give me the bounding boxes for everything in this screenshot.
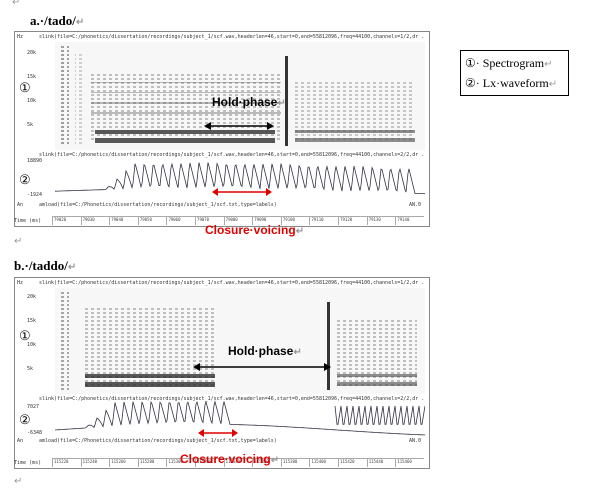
time-tick: 79110 — [309, 217, 338, 225]
time-tick: 115260 — [109, 459, 138, 467]
lx-marker: ② — [19, 412, 31, 427]
lx-top-value: 18890 — [27, 158, 43, 164]
time-tick: 115460 — [395, 459, 424, 467]
closure-voicing-arrow — [198, 429, 238, 437]
spectrogram-image — [55, 42, 425, 150]
time-tick: 115280 — [137, 459, 167, 467]
legend-row-spectrogram: ①· Spectrogram↵ — [465, 56, 552, 71]
time-tick: 115320 — [195, 459, 224, 467]
annotation-right: AN.0 — [409, 202, 422, 208]
spec-y-unit: Hz — [17, 280, 24, 286]
figure-b-title-text: b.·/taddo/ — [14, 258, 68, 273]
time-tick: 115240 — [80, 459, 110, 467]
closure-voicing-arrow — [212, 188, 272, 196]
figure-b-panel: Hz slink(file=C:/phonetics/dissertation/… — [14, 277, 430, 469]
time-tick: 115300 — [166, 459, 195, 467]
time-tick: 115400 — [309, 459, 338, 467]
time-tick: 79020 — [52, 217, 81, 225]
time-tick: 115380 — [280, 459, 310, 467]
lx-bottom-value: -6348 — [27, 430, 43, 436]
time-tick: 115420 — [338, 459, 367, 467]
y-tick: 5k — [27, 366, 34, 372]
paragraph-mark: ↵ — [67, 262, 77, 273]
annotation-right: AN.0 — [409, 438, 422, 444]
paragraph-mark: ↵ — [293, 347, 302, 358]
legend-marker: ① — [465, 56, 476, 70]
lx-header: slink(file=C:/phonetics/dissertation/rec… — [39, 396, 425, 402]
paragraph-mark: ↵ — [548, 79, 558, 90]
time-tick: 79090 — [252, 217, 281, 225]
time-tick: 79070 — [195, 217, 224, 225]
time-tick: 79140 — [395, 217, 424, 225]
time-tick: 115360 — [252, 459, 281, 467]
legend-text: · Spectrogram — [475, 56, 545, 70]
figure-a-title-text: a.·/tado/ — [30, 13, 76, 28]
spec-y-unit: Hz — [17, 34, 24, 40]
y-tick: 15k — [27, 74, 37, 80]
time-tick: 115220 — [52, 459, 81, 467]
y-tick: 5k — [27, 122, 34, 128]
closure-voicing-text: Closure·voicing — [180, 452, 271, 466]
annotation-header: amload(file=C:/Phonetics/dissertation/re… — [39, 438, 277, 444]
paragraph-mark: ↵ — [14, 236, 23, 247]
figure-a-title: a.·/tado/↵ — [30, 13, 84, 29]
figure-b-title: b.·/taddo/↵ — [14, 258, 76, 274]
lx-marker: ② — [19, 172, 31, 187]
time-tick: 79060 — [166, 217, 195, 225]
time-tick: 115340 — [223, 459, 253, 467]
time-axis-ticks: 79020 79030 79040 79050 79060 79070 79080 79090… — [52, 216, 424, 225]
lx-waveform — [55, 162, 425, 195]
paragraph-mark: ↵ — [14, 476, 23, 487]
legend-text: · Lx·waveform — [475, 76, 549, 90]
hold-phase-arrow — [193, 363, 331, 371]
time-axis-ticks: 115220 115240 115260 115280 115300 115320 1153… — [52, 458, 424, 467]
spec-header: slink(file=C:/phonetics/dissertation/rec… — [39, 34, 425, 40]
lx-top-value: 7027 — [27, 404, 40, 410]
paragraph-mark: ↵ — [12, 0, 21, 8]
spec-header: slink(file=C:/phonetics/dissertation/rec… — [39, 280, 425, 286]
spectrogram-image — [55, 288, 425, 394]
paragraph-mark: ↵ — [277, 98, 286, 109]
paragraph-mark: ↵ — [544, 59, 553, 70]
lx-header: slink(file=C:/phonetics/dissertation/rec… — [39, 152, 425, 158]
legend-marker: ② — [465, 76, 476, 90]
y-tick: 20k — [27, 50, 37, 56]
spectrogram-marker: ① — [19, 328, 31, 343]
y-tick: 10k — [27, 98, 37, 104]
closure-voicing-text: Closure·voicing — [205, 223, 296, 237]
annotation-header: amload(file=C:/Phonetics/dissertation/re… — [39, 202, 277, 208]
time-axis-label: Time (ms) — [14, 218, 42, 224]
time-tick: 79100 — [280, 217, 310, 225]
spectrogram-marker: ① — [19, 80, 31, 95]
y-tick: 15k — [27, 318, 37, 324]
legend-row-lx: ②· Lx·waveform↵ — [465, 76, 557, 91]
paragraph-mark: ↵ — [75, 17, 85, 28]
annotation-row-label: An — [17, 202, 24, 208]
time-tick: 79040 — [109, 217, 138, 225]
time-axis-label: Time (ms) — [14, 460, 42, 466]
annotation-row-label: An — [17, 438, 24, 444]
time-tick: 79050 — [137, 217, 167, 225]
time-tick: 79080 — [223, 217, 253, 225]
y-tick: 20k — [27, 294, 37, 300]
hold-phase-arrow — [204, 122, 274, 130]
time-tick: 79030 — [80, 217, 110, 225]
time-tick: 79130 — [366, 217, 396, 225]
hold-phase-text: Hold·phase — [212, 95, 278, 109]
hold-phase-label: Hold·phase↵ — [228, 344, 302, 358]
paragraph-mark: ↵ — [295, 226, 305, 237]
time-tick: 115440 — [366, 459, 396, 467]
figure-a-panel: Hz slink(file=C:/phonetics/dissertation/… — [14, 31, 430, 227]
lx-waveform — [55, 400, 425, 436]
time-tick: 79120 — [338, 217, 367, 225]
legend-box: ①· Spectrogram↵ ②· Lx·waveform↵ — [460, 50, 569, 96]
closure-voicing-label: Closure·voicing↵ — [205, 223, 304, 237]
lx-bottom-value: -1924 — [27, 192, 43, 198]
closure-voicing-label: Closure·voicing↵ — [180, 452, 279, 466]
hold-phase-text: Hold·phase — [228, 344, 294, 358]
paragraph-mark: ↵ — [270, 455, 280, 466]
hold-phase-label: Hold·phase↵ — [212, 95, 286, 109]
y-tick: 10k — [27, 342, 37, 348]
